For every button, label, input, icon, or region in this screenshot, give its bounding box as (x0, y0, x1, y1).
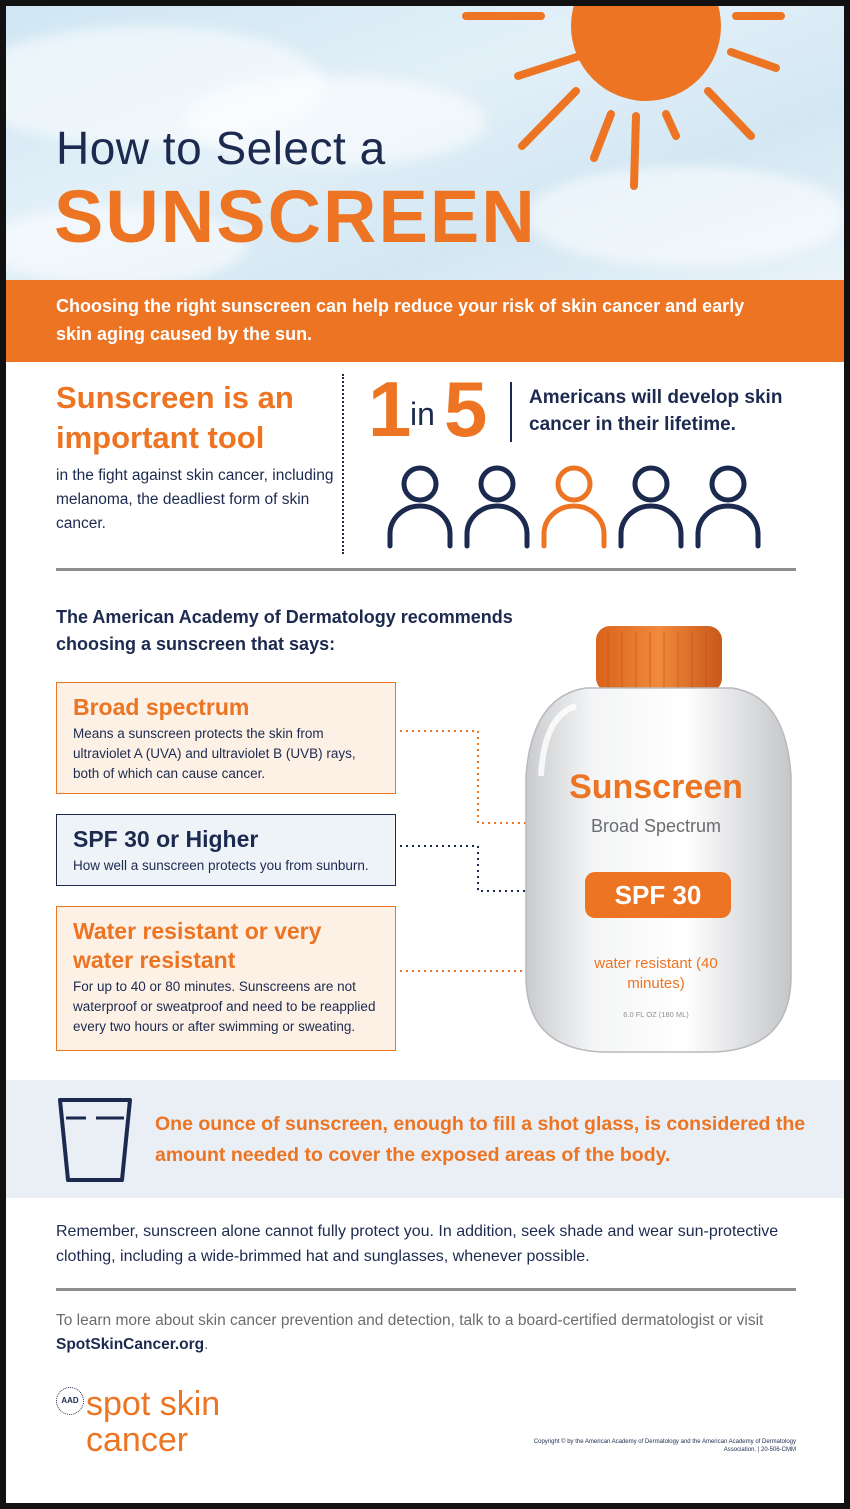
bottle-spf-badge (585, 872, 731, 918)
shot-glass-text: One ounce of sunscreen, enough to fill a… (155, 1113, 806, 1166)
bottle-body (525, 687, 792, 1053)
person-icon (464, 465, 530, 549)
recommend-title: Water resistant or very water resistant (73, 918, 322, 973)
bottle-label-name: Sunscreen (569, 768, 743, 806)
bottle-volume: 6.0 FL OZ (180 ML) (623, 1010, 689, 1019)
cloud-shape (186, 76, 486, 166)
learn-more-text: To learn more about skin cancer preventi… (56, 1309, 836, 1357)
dotted-divider (342, 374, 344, 554)
stat-text: Americans will develop skin cancer in th… (529, 387, 783, 435)
recommend-body: For up to 40 or 80 minutes. Sunscreens a… (73, 979, 376, 1034)
shot-glass-icon (58, 1098, 132, 1182)
bottle-label-spectrum: Broad Spectrum (590, 816, 722, 836)
learn-more-end: . (204, 1336, 209, 1353)
page-title-line2: SUNSCREEN (54, 175, 537, 258)
remember-text: Remember, sunscreen alone cannot fully p… (56, 1223, 779, 1265)
aad-logo-badge: AAD (56, 1387, 84, 1415)
recommend-box-broad-spectrum: Broad spectrum Means a sunscreen protect… (56, 682, 396, 794)
learn-more-body: To learn more about skin cancer preventi… (56, 1312, 764, 1329)
page-title-line1: How to Select a (56, 122, 386, 174)
shot-glass-band (6, 1080, 844, 1198)
person-icon (695, 465, 761, 549)
bottle-spf-text: SPF 30 (614, 880, 702, 910)
person-icon (387, 465, 453, 549)
copyright-text: Copyright © by the American Academy of D… (533, 1439, 796, 1453)
recommend-box-spf: SPF 30 or Higher How well a sunscreen pr… (56, 814, 396, 886)
person-icon-highlighted (541, 465, 607, 549)
intro-band: Choosing the right sunscreen can help re… (6, 280, 844, 362)
bottle-cap (596, 626, 722, 692)
logo-line2: cancer (86, 1421, 189, 1459)
recommend-title: Broad spectrum (73, 694, 250, 720)
cloud-shape (6, 206, 246, 280)
stat-in-word: in (410, 396, 435, 432)
person-icon (618, 465, 684, 549)
stat-separator (510, 382, 512, 442)
recommend-title: SPF 30 or Higher (73, 826, 259, 852)
cloud-shape (526, 166, 844, 266)
sun-icon (462, 6, 785, 190)
learn-more-link[interactable]: SpotSkinCancer.org (56, 1336, 205, 1353)
hero-section: How to Select a SUNSCREEN (6, 6, 844, 280)
stat-number-five: 5 (444, 365, 488, 453)
section-divider (56, 568, 796, 571)
people-icon-row (387, 465, 761, 549)
tool-body: in the fight against skin cancer, includ… (56, 467, 334, 532)
recommend-body: Means a sunscreen protects the skin from… (73, 726, 356, 781)
sunscreen-bottle-illustration (400, 626, 792, 1053)
recommend-body: How well a sunscreen protects you from s… (73, 858, 369, 873)
infographic-page: How to Select a SUNSCREEN Choosing the r… (6, 6, 844, 1503)
logo-line1: spot skin (86, 1385, 221, 1423)
recommend-heading: The American Academy of Dermatology reco… (56, 607, 513, 654)
bottle-water-resistant: water resistant (40 minutes) (594, 955, 718, 992)
tool-heading: Sunscreen is an important tool (56, 380, 294, 455)
spot-skin-cancer-logo: spot skin cancer (86, 1386, 286, 1458)
section-divider (56, 1288, 796, 1291)
stat-number-one: 1 (368, 365, 412, 453)
recommend-box-water-resistant: Water resistant or very water resistant … (56, 906, 396, 1051)
intro-text: Choosing the right sunscreen can help re… (56, 296, 745, 344)
